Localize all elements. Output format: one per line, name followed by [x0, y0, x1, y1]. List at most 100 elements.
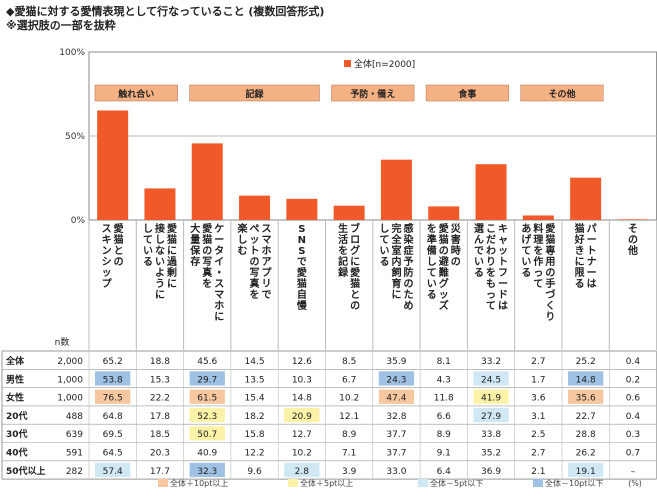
- table-row-label: 全体: [5, 355, 25, 367]
- category-label-char: の: [545, 268, 555, 279]
- category-label-char: を: [202, 278, 212, 290]
- category-label-char: 活: [338, 233, 348, 246]
- category-label-char: ト: [498, 256, 508, 268]
- category-label-char: 録: [338, 266, 349, 279]
- table-cell: 65.2: [103, 357, 123, 367]
- category-label-char: 接: [155, 222, 165, 235]
- category-label-char: の: [439, 246, 449, 257]
- category-label-char: い: [143, 246, 153, 257]
- category-label-char: 料: [533, 222, 543, 235]
- category-label-char: ・: [214, 268, 224, 279]
- bar: [428, 206, 460, 220]
- category-label-char: 猫: [350, 277, 360, 290]
- category-label-char: シ: [102, 256, 112, 268]
- category-label-char: 用: [544, 256, 555, 268]
- category-label-char: し: [427, 256, 437, 268]
- table-highlight: [473, 407, 509, 423]
- table-cell: 18.5: [150, 430, 170, 440]
- category-label-char: 量: [190, 233, 200, 246]
- table-cell: 14.5: [245, 357, 265, 367]
- category-label-char: 記: [338, 255, 348, 268]
- table-row-n: 1,000: [57, 375, 83, 385]
- category-label-char: づ: [545, 288, 555, 301]
- category-label-char: と: [114, 245, 124, 257]
- category-label-char: 猫: [545, 233, 555, 246]
- category-label-char: 剰: [166, 266, 177, 279]
- group-box: [425, 84, 509, 102]
- table-highlight: [568, 389, 604, 404]
- table-cell: 15.3: [150, 375, 170, 385]
- category-label-char: め: [403, 300, 413, 312]
- category-label-char: で: [297, 256, 307, 268]
- group-label: 食事: [457, 88, 476, 100]
- group-label: その他: [548, 88, 575, 100]
- category-label-char: て: [379, 234, 389, 246]
- chart-subtitle: ※選択肢の一部を抜粋: [6, 19, 116, 32]
- category-label-char: で: [262, 289, 272, 301]
- category-label-char: い: [379, 246, 389, 257]
- category-label-char: で: [474, 245, 484, 257]
- category-label-char: ー: [214, 235, 224, 246]
- category-label-char: よ: [155, 267, 165, 279]
- table-cell: –: [631, 467, 636, 477]
- table-cell: 4.3: [437, 375, 451, 385]
- category-label-char: も: [486, 278, 496, 290]
- category-label-char: マ: [214, 290, 224, 301]
- table-highlight: [378, 389, 415, 404]
- category-label-char: 育: [391, 277, 401, 290]
- category-label-char: ッ: [250, 235, 260, 246]
- category-label-char: る: [427, 289, 437, 301]
- table-cell: 20.9: [292, 412, 312, 422]
- category-label-char: 愛: [297, 266, 307, 279]
- category-label-char: た: [403, 289, 413, 301]
- category-label-char: 真: [250, 277, 260, 290]
- table-cell: 12.1: [339, 412, 359, 422]
- category-label-char: 飼: [390, 266, 401, 279]
- category-label-char: の: [628, 235, 638, 246]
- category-label-char: 作: [533, 255, 543, 268]
- category-label-char: 準: [427, 233, 437, 246]
- table-cell: 2.5: [531, 430, 545, 440]
- table-cell: 2.8: [295, 467, 310, 477]
- table-cell: 35.9: [386, 357, 406, 367]
- table-cell: 24.3: [386, 375, 406, 385]
- table-highlight: [284, 462, 320, 478]
- category-label-char: い: [155, 257, 165, 268]
- category-label-char: S: [298, 246, 305, 257]
- category-label-char: 室: [391, 244, 401, 257]
- category-label-char: う: [155, 278, 165, 290]
- category-label-char: 好: [574, 233, 585, 246]
- table-row-label: 50代以上: [6, 465, 46, 477]
- table-cell: 9.6: [247, 467, 262, 477]
- category-label-char: 愛: [202, 222, 212, 235]
- category-label-char: の: [451, 257, 461, 268]
- category-label-char: ッ: [102, 268, 112, 279]
- bar: [617, 219, 649, 220]
- category-label-char: い: [427, 279, 437, 290]
- table-row-label: 女性: [6, 392, 24, 404]
- category-label-char: の: [202, 246, 212, 257]
- legend-label: 全体[n=2000]: [354, 58, 415, 70]
- table-cell: 32.3: [197, 467, 217, 477]
- category-label-char: 染: [402, 233, 414, 246]
- table-cell: 69.5: [103, 430, 123, 440]
- table-highlight: [473, 371, 509, 386]
- category-label-char: は: [498, 300, 508, 312]
- chart-title: ◆愛猫に対する愛情表現として行なっていること (複数回答形式): [6, 5, 325, 18]
- category-label-char: 完: [391, 222, 401, 235]
- category-label-char: 症: [403, 244, 413, 257]
- table-cell: 8.1: [437, 357, 451, 367]
- category-label-char: ブ: [350, 222, 360, 235]
- category-label-char: 愛: [114, 222, 124, 235]
- category-label-char: ー: [587, 235, 597, 246]
- table-cell: 25.2: [576, 357, 596, 367]
- category-label-char: て: [427, 267, 437, 279]
- category-label-char: ッ: [498, 246, 508, 257]
- table-cell: 2.7: [531, 449, 545, 459]
- table-cell: 15.4: [245, 394, 265, 404]
- category-label-char: て: [486, 300, 496, 312]
- category-label-char: ン: [102, 246, 112, 257]
- group-box: [520, 84, 604, 102]
- table-cell: 8.9: [437, 430, 452, 440]
- category-label-char: 感: [403, 222, 413, 235]
